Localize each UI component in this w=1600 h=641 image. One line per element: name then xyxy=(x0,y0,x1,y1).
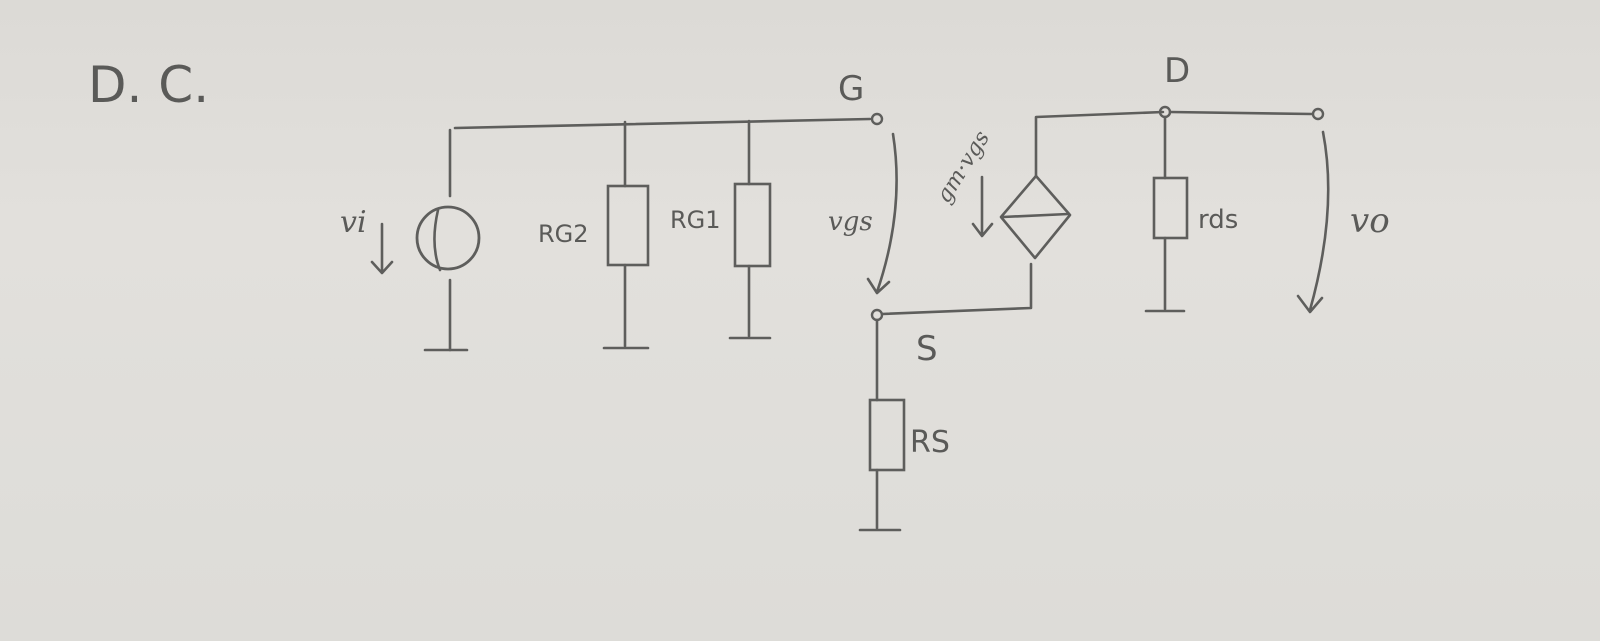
gate-label: G xyxy=(838,69,864,109)
vi-arrow-icon xyxy=(370,222,394,275)
vi-label: vi xyxy=(340,205,367,240)
output-node xyxy=(1311,107,1325,121)
gm-label: gm·vgs xyxy=(932,127,995,208)
rg2-label: RG2 xyxy=(538,220,589,248)
vgs-label: vgs xyxy=(828,207,873,237)
rds-resistor xyxy=(1152,176,1189,240)
vo-arrow-icon xyxy=(1296,130,1330,314)
source-node xyxy=(870,308,884,322)
rds-label: rds xyxy=(1198,205,1238,235)
gm-arrow-icon xyxy=(971,175,994,238)
drain-label: D xyxy=(1164,51,1190,91)
dependent-source-top-wire xyxy=(1034,110,1165,178)
rg1-label: RG1 xyxy=(670,206,721,234)
gate-wire xyxy=(453,117,872,130)
source-label: S xyxy=(916,329,938,369)
rg2-resistor xyxy=(606,184,650,267)
vo-label: vo xyxy=(1350,201,1390,241)
voltage-source-icon xyxy=(415,205,481,271)
rg1-resistor xyxy=(733,182,772,268)
dependent-source-icon xyxy=(999,174,1072,260)
rs-label: RS xyxy=(910,425,950,460)
page-title: D. C. xyxy=(88,56,209,114)
source-wire xyxy=(880,262,1033,316)
voltage-source-stroke xyxy=(433,208,442,272)
output-wire xyxy=(1168,110,1314,116)
rs-resistor xyxy=(868,398,906,472)
vgs-arrow-icon xyxy=(866,132,898,295)
gate-node xyxy=(870,112,884,126)
